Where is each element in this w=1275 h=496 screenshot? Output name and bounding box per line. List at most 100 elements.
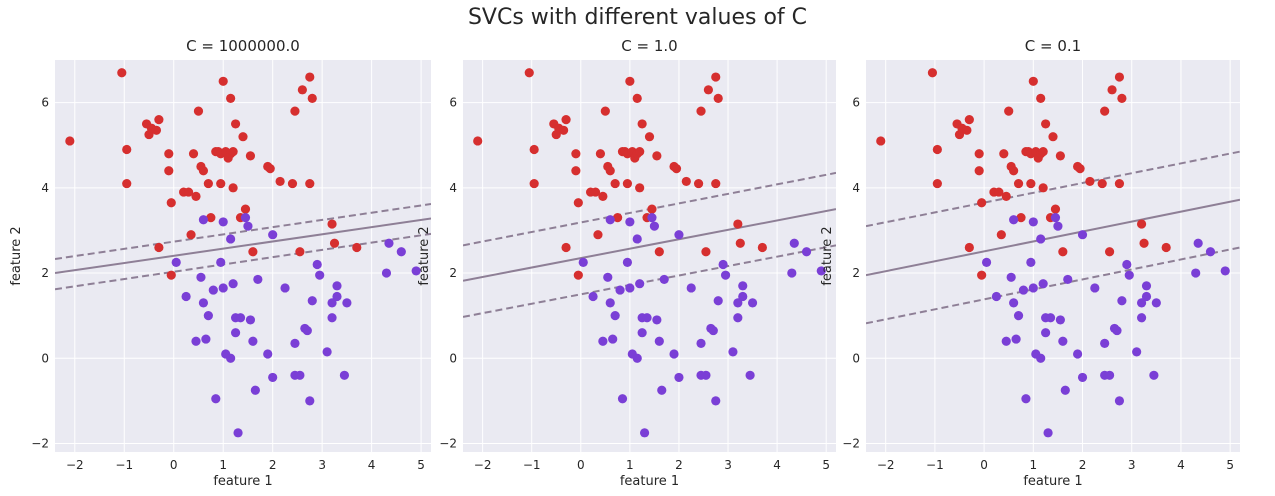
data-point-class-0 (711, 72, 721, 82)
data-point-class-1 (745, 370, 755, 380)
data-point-class-1 (1009, 215, 1019, 225)
data-point-class-1 (738, 291, 748, 302)
margin-lower (866, 246, 1240, 325)
data-point-class-1 (632, 353, 642, 363)
data-point-class-1 (203, 311, 213, 321)
subplot-title: C = 1.0 (621, 37, 677, 55)
data-point-class-0 (1050, 204, 1061, 214)
x-tick-label: 5 (822, 458, 830, 472)
data-point-class-1 (625, 217, 635, 227)
data-point-class-1 (696, 338, 706, 348)
data-point-class-0 (612, 213, 623, 223)
data-point-class-0 (117, 68, 127, 78)
data-point-class-0 (1048, 132, 1058, 142)
data-point-class-1 (198, 215, 209, 225)
x-tick-label: 2 (675, 458, 683, 472)
data-point-class-1 (1018, 285, 1029, 295)
data-point-class-1 (635, 279, 645, 289)
data-point-class-0 (927, 68, 938, 78)
data-point-class-1 (1124, 270, 1134, 280)
data-point-class-1 (686, 283, 696, 293)
data-point-class-1 (669, 349, 679, 359)
data-point-class-1 (1220, 266, 1230, 276)
plot-content (55, 68, 431, 438)
data-point-class-1 (622, 257, 633, 267)
data-point-class-1 (1112, 325, 1122, 336)
data-point-class-1 (263, 349, 273, 359)
x-axis-label: feature 1 (1023, 474, 1082, 489)
data-point-class-0 (122, 178, 132, 189)
data-point-class-1 (1100, 338, 1110, 348)
data-point-class-0 (352, 242, 362, 253)
data-point-class-0 (203, 178, 213, 189)
data-point-class-1 (649, 221, 660, 231)
data-point-class-1 (1141, 291, 1152, 302)
x-tick-label: −1 (115, 458, 133, 472)
data-point-class-1 (718, 259, 728, 270)
data-point-class-1 (617, 394, 628, 404)
y-axis-label: feature 2 (820, 226, 835, 285)
data-point-class-1 (201, 334, 211, 344)
data-point-class-0 (1058, 247, 1068, 257)
data-point-class-0 (164, 149, 174, 159)
data-point-class-1 (1001, 336, 1011, 346)
data-point-class-1 (171, 257, 181, 267)
margin-upper (866, 150, 1240, 228)
data-point-class-1 (1021, 394, 1031, 404)
data-point-class-1 (268, 372, 278, 383)
y-tick-label: 0 (449, 351, 457, 365)
x-tick-label: 3 (1128, 458, 1136, 472)
data-point-class-0 (595, 149, 606, 159)
plot-content (866, 68, 1240, 438)
plot-area (55, 60, 431, 452)
data-point-class-1 (708, 325, 718, 336)
data-point-class-1 (639, 428, 650, 438)
data-point-class-1 (1117, 296, 1127, 306)
data-point-class-1 (1011, 334, 1021, 344)
data-point-class-1 (605, 298, 615, 308)
data-point-class-0 (1009, 166, 1019, 176)
data-point-class-1 (226, 353, 236, 363)
data-point-class-1 (243, 221, 253, 231)
data-point-class-1 (747, 298, 758, 308)
data-point-class-1 (738, 281, 748, 291)
data-point-class-1 (228, 279, 238, 289)
data-point-class-1 (191, 336, 201, 346)
data-point-class-1 (1151, 298, 1161, 308)
data-point-class-0 (1026, 178, 1036, 189)
y-tick-label: 6 (449, 96, 457, 110)
data-point-class-0 (573, 198, 583, 208)
x-tick-label: 3 (318, 458, 326, 472)
data-point-class-0 (590, 187, 601, 197)
data-point-class-0 (1013, 178, 1024, 189)
data-point-class-1 (332, 281, 342, 291)
data-point-class-1 (1122, 259, 1132, 270)
x-tick-label: 5 (417, 458, 425, 472)
data-point-class-1 (240, 213, 251, 223)
y-tick-label: 0 (852, 351, 860, 365)
y-tick-label: −2 (31, 436, 49, 450)
data-point-class-0 (635, 183, 645, 193)
data-point-class-1 (1205, 247, 1216, 257)
data-point-class-0 (1036, 93, 1046, 103)
data-point-class-1 (720, 270, 731, 280)
data-point-class-0 (974, 166, 984, 176)
data-point-class-0 (703, 85, 713, 95)
x-tick-label: −2 (474, 458, 492, 472)
data-point-class-1 (381, 268, 392, 278)
y-tick-label: 2 (852, 266, 860, 280)
data-point-class-0 (1114, 72, 1125, 82)
data-point-class-1 (1053, 221, 1063, 231)
data-point-class-1 (1073, 349, 1083, 359)
data-point-class-1 (312, 259, 322, 270)
data-point-class-0 (1075, 164, 1085, 174)
data-point-class-1 (1063, 274, 1073, 285)
data-point-class-0 (191, 191, 201, 201)
data-point-class-0 (154, 115, 164, 125)
data-point-class-1 (339, 370, 350, 380)
data-point-class-0 (652, 151, 662, 161)
data-point-class-1 (578, 257, 588, 267)
data-point-class-0 (206, 213, 216, 223)
data-point-class-0 (1107, 85, 1117, 95)
data-point-class-1 (198, 298, 209, 308)
